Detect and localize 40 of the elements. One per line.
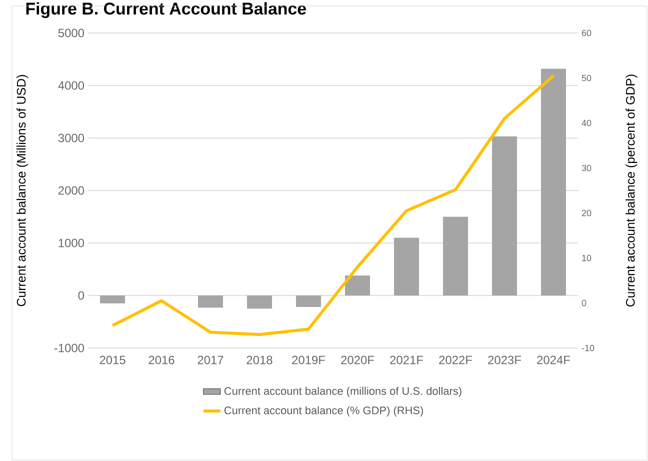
bar — [100, 296, 125, 304]
y-tick-label: 0 — [78, 291, 84, 300]
bar — [443, 216, 468, 296]
bar — [492, 136, 518, 296]
y2-tick-label: -10 — [582, 344, 594, 352]
bar — [541, 68, 566, 296]
x-tick-label: 2021F — [390, 356, 423, 364]
y-tick-label: 5000 — [58, 28, 84, 38]
y-tick-label: 3000 — [58, 134, 84, 142]
x-tick-label: 2017 — [198, 356, 224, 364]
x-tick-label: 2016 — [148, 356, 174, 364]
bar — [198, 296, 223, 308]
y-tick-label: 2000 — [58, 186, 84, 195]
y2-tick-label: 40 — [582, 120, 592, 126]
x-tick-label: 2018 — [246, 356, 272, 364]
x-tick-label: 2020F — [341, 356, 374, 364]
y2-tick-label: 60 — [582, 30, 592, 36]
y2-tick-label: 10 — [582, 254, 592, 262]
bar — [345, 276, 370, 296]
y2-tick-label: 0 — [582, 300, 586, 306]
x-tick-label: 2015 — [100, 356, 126, 364]
y-tick-label: 1000 — [58, 238, 84, 248]
bar — [394, 238, 420, 296]
y-tick-label: 4000 — [58, 81, 84, 90]
bar — [296, 296, 322, 308]
line-series — [111, 74, 556, 336]
x-tick-label: 2023F — [488, 356, 521, 364]
y2-tick-label: 50 — [582, 74, 592, 82]
x-tick-label: 2024F — [537, 356, 570, 364]
y-axis-title: Current account balance (Millions of USD) — [16, 75, 28, 306]
y2-axis-title: Current account balance (percent of GDP) — [626, 74, 638, 307]
legend-label: Current account balance (% GDP) (RHS) — [224, 406, 423, 416]
chart-title: Figure B. Current Account Balance — [26, 2, 306, 18]
bar — [247, 296, 272, 309]
y-tick-label: -1000 — [54, 344, 84, 352]
x-tick-label: 2019F — [292, 356, 325, 364]
legend-label: Current account balance (millions of U.S. dollars) — [224, 386, 462, 398]
y2-tick-label: 30 — [582, 164, 592, 172]
y2-tick-label: 20 — [582, 210, 592, 216]
x-tick-label: 2022F — [439, 356, 472, 364]
